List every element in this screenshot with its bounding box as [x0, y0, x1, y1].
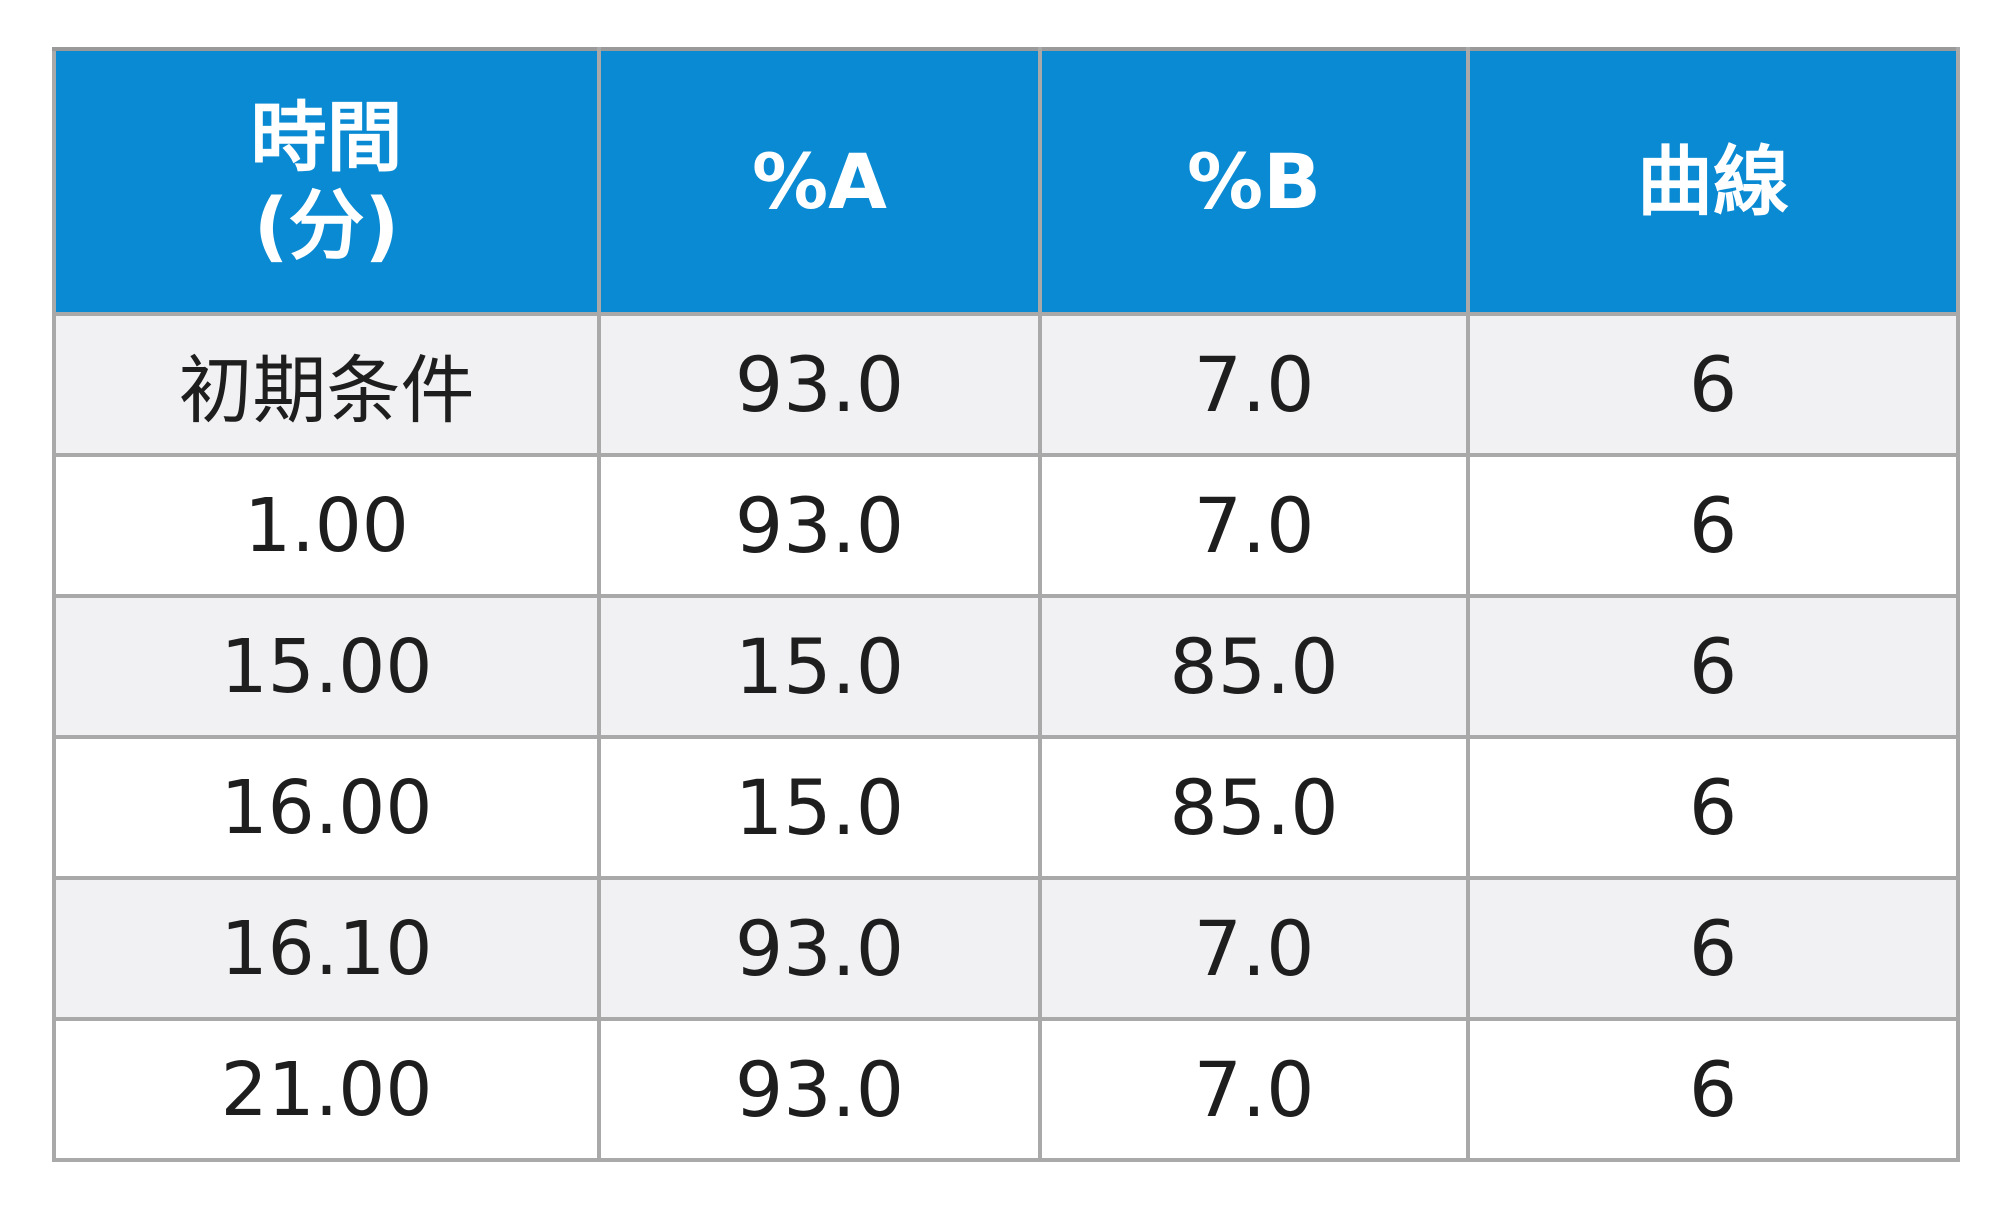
cell-percent-a: 15.0: [597, 594, 1042, 739]
cell-percent-b: 85.0: [1038, 594, 1470, 739]
cell-curve: 6: [1466, 453, 1960, 598]
cell-time: 15.00: [52, 594, 601, 739]
cell-percent-a: 93.0: [597, 1017, 1042, 1162]
header-curve: 曲線: [1466, 47, 1960, 316]
header-row: 時間 (分) %A %B 曲線: [52, 47, 1960, 316]
cell-percent-b: 7.0: [1038, 312, 1470, 457]
gradient-table: 時間 (分) %A %B 曲線 初期条件 93.0 7.0 6 1.00 93.…: [52, 47, 1960, 1162]
header-time-label: 時間: [250, 92, 403, 182]
cell-curve: 6: [1466, 594, 1960, 739]
cell-curve: 6: [1466, 735, 1960, 880]
cell-percent-a: 93.0: [597, 876, 1042, 1021]
header-time: 時間 (分): [52, 47, 601, 316]
cell-time: 16.00: [52, 735, 601, 880]
table-row: 21.00 93.0 7.0 6: [52, 1017, 1960, 1162]
header-percent-b: %B: [1038, 47, 1470, 316]
cell-percent-b: 7.0: [1038, 876, 1470, 1021]
cell-percent-b: 7.0: [1038, 1017, 1470, 1162]
cell-percent-b: 85.0: [1038, 735, 1470, 880]
cell-curve: 6: [1466, 876, 1960, 1021]
cell-percent-a: 93.0: [597, 453, 1042, 598]
gradient-table-container: 時間 (分) %A %B 曲線 初期条件 93.0 7.0 6 1.00 93.…: [52, 47, 1960, 1162]
cell-curve: 6: [1466, 1017, 1960, 1162]
table-row: 16.00 15.0 85.0 6: [52, 735, 1960, 880]
header-percent-a: %A: [597, 47, 1042, 316]
table-row: 初期条件 93.0 7.0 6: [52, 312, 1960, 457]
cell-curve: 6: [1466, 312, 1960, 457]
cell-time: 21.00: [52, 1017, 601, 1162]
header-time-unit: (分): [253, 180, 400, 270]
table-row: 1.00 93.0 7.0 6: [52, 453, 1960, 598]
cell-time: 1.00: [52, 453, 601, 598]
table-row: 15.00 15.0 85.0 6: [52, 594, 1960, 739]
table-row: 16.10 93.0 7.0 6: [52, 876, 1960, 1021]
cell-percent-a: 15.0: [597, 735, 1042, 880]
cell-percent-b: 7.0: [1038, 453, 1470, 598]
cell-time: 16.10: [52, 876, 601, 1021]
cell-percent-a: 93.0: [597, 312, 1042, 457]
cell-time: 初期条件: [52, 312, 601, 457]
